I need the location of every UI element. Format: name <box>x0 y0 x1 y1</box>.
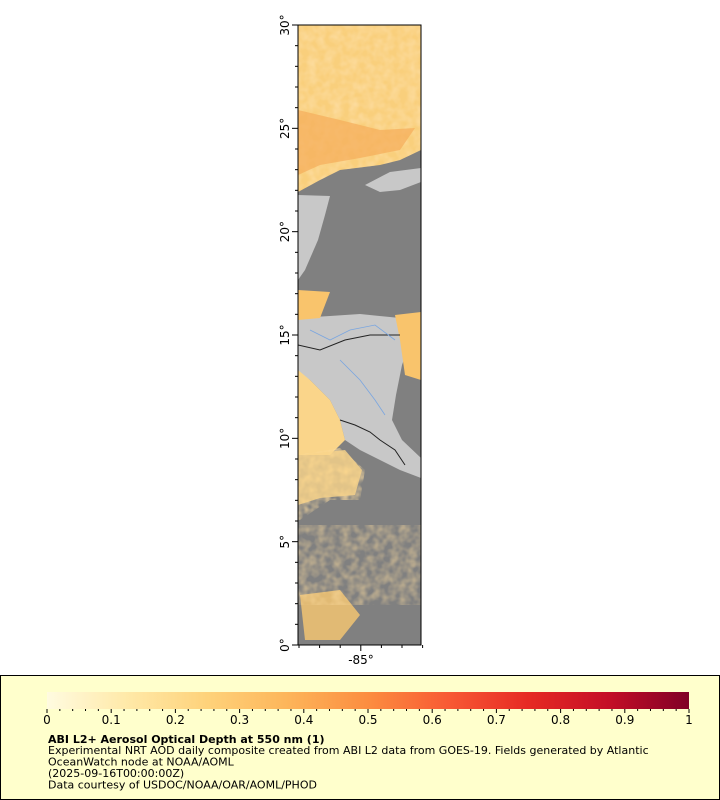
colorbar-label: 0.8 <box>551 713 570 727</box>
lat-label: 20° <box>278 221 292 242</box>
colorbar-label: 0.1 <box>102 713 121 727</box>
lat-label: 5° <box>278 535 292 549</box>
lat-label: 10° <box>278 428 292 449</box>
map-image <box>298 25 421 645</box>
colorbar-label: 1 <box>685 713 693 727</box>
colorbar-label: 0.5 <box>358 713 377 727</box>
colorbar-label: 0 <box>43 713 51 727</box>
colorbar-label: 0.6 <box>423 713 442 727</box>
lat-label: 30° <box>278 14 292 35</box>
lat-label: 15° <box>278 324 292 345</box>
colorbar-label: 0.4 <box>294 713 313 727</box>
legend-title: ABI L2+ Aerosol Optical Depth at 550 nm … <box>48 733 325 746</box>
legend-line: OceanWatch node at NOAA/AOML <box>48 756 235 769</box>
colorbar-label: 0.2 <box>166 713 185 727</box>
legend-line: Data courtesy of USDOC/NOAA/OAR/AOML/PHO… <box>48 779 317 792</box>
colorbar-label: 0.9 <box>615 713 634 727</box>
colorbar <box>47 692 689 709</box>
lat-label: 25° <box>278 118 292 139</box>
lon-label: -85° <box>348 653 374 667</box>
legend-line: (2025-09-16T00:00:00Z) <box>48 767 184 780</box>
colorbar-label: 0.7 <box>487 713 506 727</box>
lat-label: 0° <box>278 638 292 652</box>
legend-line: Experimental NRT AOD daily composite cre… <box>48 744 649 757</box>
colorbar-label: 0.3 <box>230 713 249 727</box>
